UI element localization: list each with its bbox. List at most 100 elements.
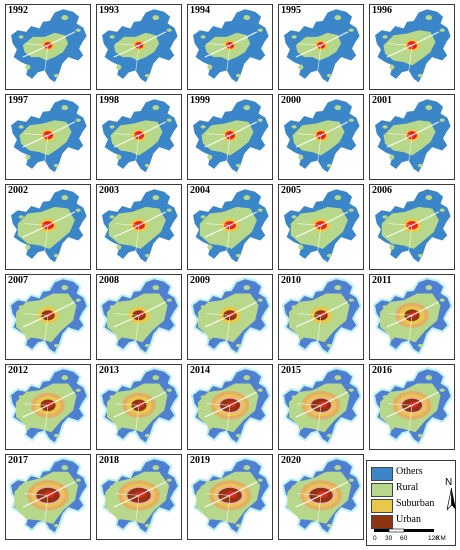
rural-patch bbox=[25, 154, 31, 160]
rural-patch bbox=[425, 285, 433, 291]
rural-patch bbox=[109, 305, 115, 309]
land-use-map bbox=[102, 189, 178, 263]
north-label: N bbox=[445, 477, 453, 488]
rural-patch bbox=[257, 298, 263, 302]
rural-patch bbox=[200, 35, 206, 39]
rural-patch bbox=[235, 433, 241, 438]
road-line bbox=[44, 45, 49, 73]
road-line bbox=[24, 313, 49, 316]
road-line bbox=[44, 495, 49, 523]
year-label: 1996 bbox=[372, 5, 392, 16]
map-panel: 2006 bbox=[369, 184, 455, 270]
land-use-map bbox=[102, 99, 178, 173]
land-use-map bbox=[190, 367, 271, 445]
rural-patch bbox=[235, 253, 241, 258]
rural-patch bbox=[53, 73, 59, 78]
road-line bbox=[206, 313, 231, 316]
rural-patch bbox=[75, 208, 81, 212]
rural-patch bbox=[243, 15, 251, 21]
rural-patch bbox=[75, 388, 81, 392]
road-line bbox=[135, 225, 140, 253]
map-panel: 1997 bbox=[5, 94, 91, 180]
scale-tick-60: 60 bbox=[400, 535, 408, 542]
rural-patch bbox=[109, 485, 115, 489]
road-line bbox=[206, 223, 231, 226]
map-panel: 2012 bbox=[5, 364, 91, 450]
road-line bbox=[297, 493, 322, 496]
land-use-map bbox=[102, 9, 178, 83]
road-line bbox=[115, 223, 140, 226]
road-line bbox=[226, 45, 231, 73]
rural-patch bbox=[152, 15, 160, 21]
rural-patch bbox=[326, 253, 332, 258]
rural-patch bbox=[389, 424, 395, 430]
rural-patch bbox=[243, 195, 251, 201]
rural-patch bbox=[298, 514, 304, 520]
road-line bbox=[317, 495, 322, 523]
rural-patch bbox=[200, 125, 206, 129]
land-use-map bbox=[281, 277, 362, 355]
rural-patch bbox=[326, 163, 332, 168]
road-line bbox=[24, 493, 49, 496]
rural-patch bbox=[53, 253, 59, 258]
year-label: 2011 bbox=[372, 275, 392, 286]
road-line bbox=[206, 493, 231, 496]
rural-patch bbox=[298, 424, 304, 430]
rural-patch bbox=[439, 208, 445, 212]
map-panel: 1993 bbox=[96, 4, 182, 90]
rural-patch bbox=[348, 118, 354, 122]
rural-patch bbox=[257, 28, 263, 32]
rural-patch bbox=[417, 253, 423, 258]
road-line bbox=[297, 133, 322, 136]
rural-patch bbox=[417, 73, 423, 78]
scale-tick-30: 30 bbox=[385, 535, 393, 542]
rural-patch bbox=[152, 375, 160, 381]
road-line bbox=[206, 43, 231, 46]
land-use-map bbox=[11, 99, 87, 173]
rural-patch bbox=[417, 433, 423, 438]
rural-patch bbox=[116, 64, 122, 70]
rural-patch bbox=[334, 285, 342, 291]
rural-patch bbox=[200, 485, 206, 489]
map-panel: 2019 bbox=[187, 454, 273, 540]
year-label: 2002 bbox=[8, 185, 28, 196]
rural-patch bbox=[53, 433, 59, 438]
rural-patch bbox=[334, 375, 342, 381]
year-label: 2008 bbox=[99, 275, 119, 286]
rural-patch bbox=[18, 35, 24, 39]
rural-patch bbox=[243, 375, 251, 381]
year-label: 2020 bbox=[281, 455, 301, 466]
rural-patch bbox=[235, 343, 241, 348]
rural-patch bbox=[334, 15, 342, 21]
legend: Others Rural Suburban Urban N 0 30 60 12… bbox=[366, 460, 456, 546]
rural-patch bbox=[166, 478, 172, 482]
rural-patch bbox=[439, 118, 445, 122]
rural-patch bbox=[144, 253, 150, 258]
year-label: 1995 bbox=[281, 5, 301, 16]
road-line bbox=[297, 43, 322, 46]
map-panel: 2014 bbox=[187, 364, 273, 450]
rural-patch bbox=[425, 195, 433, 201]
rural-patch bbox=[389, 64, 395, 70]
rural-patch bbox=[25, 334, 31, 340]
road-line bbox=[135, 315, 140, 343]
rural-patch bbox=[166, 28, 172, 32]
year-label: 1997 bbox=[8, 95, 28, 106]
rural-patch bbox=[53, 163, 59, 168]
road-line bbox=[388, 133, 413, 136]
road-line bbox=[388, 223, 413, 226]
road-line bbox=[226, 495, 231, 523]
rural-patch bbox=[152, 105, 160, 111]
map-panel: 2011 bbox=[369, 274, 455, 360]
map-panel: 2018 bbox=[96, 454, 182, 540]
rural-patch bbox=[116, 514, 122, 520]
legend-swatch-others bbox=[371, 467, 393, 481]
land-use-map bbox=[193, 9, 269, 83]
map-panel: 2016 bbox=[369, 364, 455, 450]
road-line bbox=[408, 135, 413, 163]
rural-patch bbox=[207, 424, 213, 430]
road-line bbox=[206, 133, 231, 136]
map-panel: 1995 bbox=[278, 4, 364, 90]
rural-patch bbox=[116, 244, 122, 250]
